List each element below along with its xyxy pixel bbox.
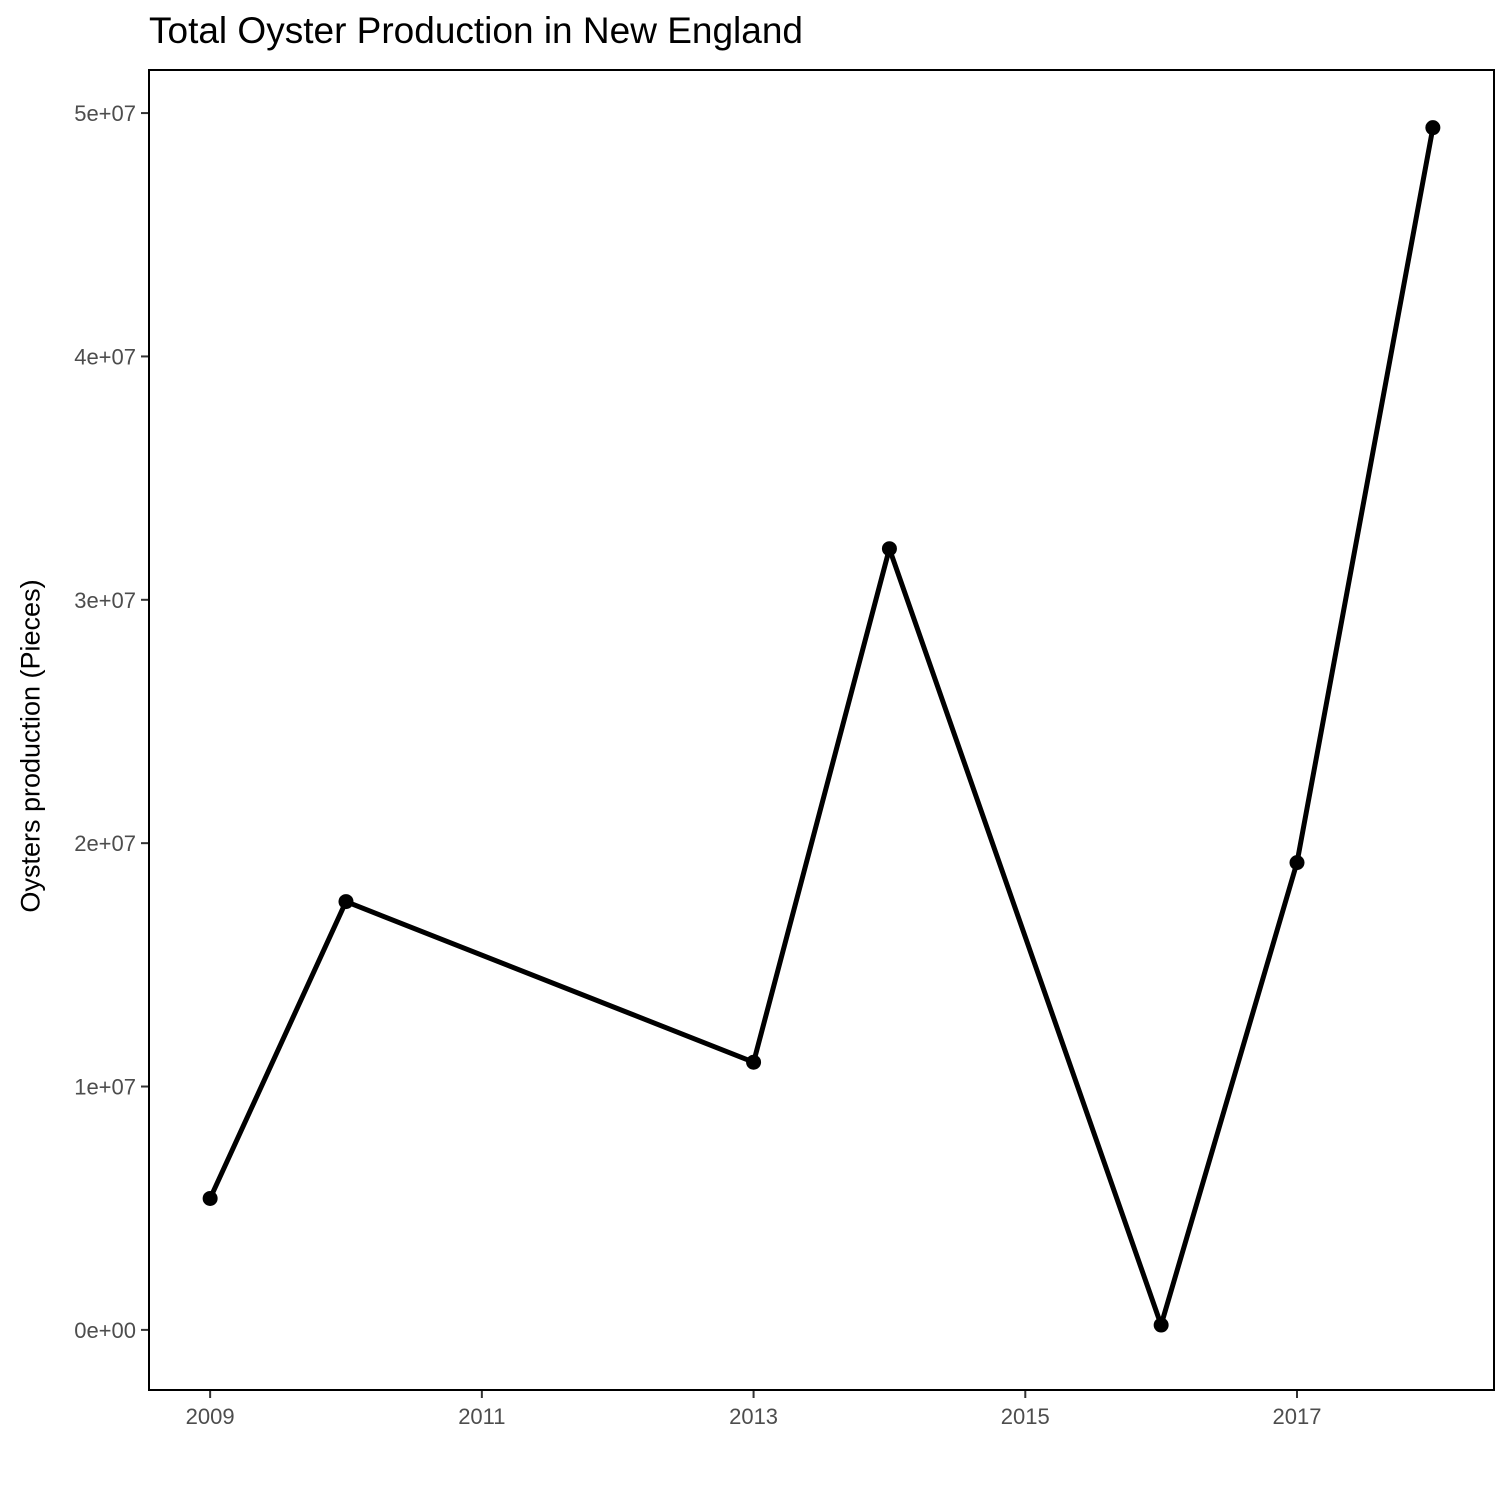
x-tick-label: 2011 [458,1404,505,1429]
data-point [1425,120,1441,136]
data-point [202,1190,218,1206]
series-layer [202,120,1441,1333]
y-tick-label: 1e+07 [74,1075,136,1100]
data-point [338,894,354,910]
x-tick-label: 2013 [729,1404,778,1429]
chart-title: Total Oyster Production in New England [149,10,804,51]
y-tick-label: 0e+00 [74,1318,136,1343]
x-tick-label: 2009 [186,1404,235,1429]
data-point [1153,1317,1169,1333]
x-tick-label: 2015 [1001,1404,1050,1429]
data-point [881,541,897,557]
x-tick-label: 2017 [1273,1404,1322,1429]
panel-border [148,69,1495,1391]
y-tick-label: 4e+07 [74,344,136,369]
y-tick-label: 5e+07 [74,101,136,126]
y-tick-label: 2e+07 [74,831,136,856]
series-line [207,127,1436,1328]
y-tick-label: 3e+07 [74,588,136,613]
x-axis-ticks: 2009 2011 2013 2015 2017 [186,1390,1322,1429]
data-point [746,1054,762,1070]
data-point [1289,855,1305,871]
y-axis-ticks: 0e+00 1e+07 2e+07 3e+07 4e+07 5e+07 [74,101,149,1343]
